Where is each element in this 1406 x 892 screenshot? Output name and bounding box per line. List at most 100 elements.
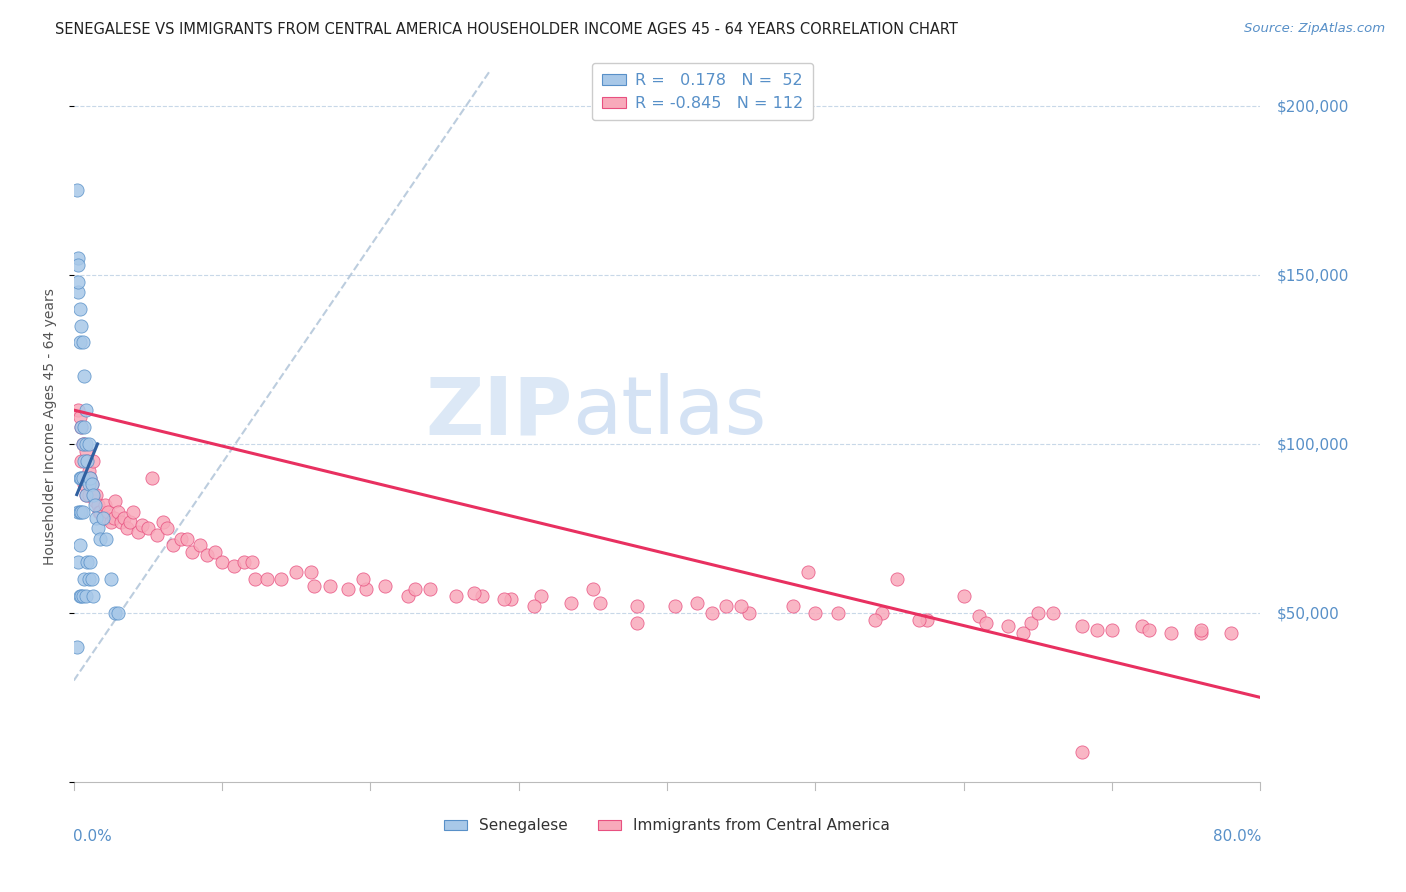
Point — [110, 515, 132, 529]
Point — [560, 596, 582, 610]
Y-axis label: Householder Income Ages 45 - 64 years: Householder Income Ages 45 - 64 years — [44, 288, 58, 566]
Point — [530, 589, 553, 603]
Point — [582, 582, 605, 597]
Point — [1042, 606, 1064, 620]
Point — [664, 599, 686, 614]
Point — [302, 579, 325, 593]
Point — [908, 613, 931, 627]
Point — [240, 555, 263, 569]
Point — [319, 579, 342, 593]
Point — [1189, 623, 1212, 637]
Point — [797, 566, 820, 580]
Point — [523, 599, 546, 614]
Text: atlas: atlas — [572, 373, 766, 451]
Point — [77, 572, 100, 586]
Point — [804, 606, 827, 620]
Point — [1160, 626, 1182, 640]
Point — [75, 443, 97, 458]
Point — [73, 454, 96, 468]
Point — [243, 572, 266, 586]
Point — [67, 251, 90, 265]
Point — [404, 582, 426, 597]
Point — [974, 615, 997, 630]
Point — [136, 521, 159, 535]
Point — [233, 555, 256, 569]
Point — [103, 511, 125, 525]
Point — [70, 420, 93, 434]
Point — [299, 566, 322, 580]
Point — [169, 532, 191, 546]
Point — [222, 558, 245, 573]
Point — [73, 572, 96, 586]
Point — [75, 487, 97, 501]
Point — [782, 599, 804, 614]
Point — [501, 592, 523, 607]
Point — [374, 579, 396, 593]
Point — [80, 477, 103, 491]
Point — [107, 504, 129, 518]
Point — [67, 403, 90, 417]
Point — [1071, 619, 1094, 633]
Point — [80, 572, 103, 586]
Point — [76, 454, 98, 468]
Point — [492, 592, 515, 607]
Point — [76, 555, 98, 569]
Point — [67, 275, 90, 289]
Text: Source: ZipAtlas.com: Source: ZipAtlas.com — [1244, 22, 1385, 36]
Point — [73, 420, 96, 434]
Point — [70, 454, 93, 468]
Point — [84, 487, 107, 501]
Point — [93, 511, 115, 525]
Point — [997, 619, 1019, 633]
Point — [112, 511, 135, 525]
Point — [1071, 745, 1094, 759]
Point — [72, 471, 94, 485]
Point — [69, 335, 91, 350]
Point — [80, 477, 103, 491]
Point — [67, 504, 90, 518]
Point — [967, 609, 990, 624]
Point — [72, 504, 94, 518]
Point — [72, 437, 94, 451]
Point — [67, 285, 90, 299]
Point — [827, 606, 849, 620]
Point — [188, 538, 211, 552]
Point — [915, 613, 938, 627]
Point — [146, 528, 169, 542]
Point — [89, 504, 111, 518]
Text: ZIP: ZIP — [425, 373, 572, 451]
Point — [66, 183, 89, 197]
Point — [76, 454, 98, 468]
Point — [886, 572, 908, 586]
Point — [396, 589, 419, 603]
Point — [82, 454, 104, 468]
Point — [73, 477, 96, 491]
Point — [1130, 619, 1153, 633]
Point — [75, 403, 97, 417]
Point — [67, 555, 90, 569]
Point — [1189, 626, 1212, 640]
Point — [176, 532, 198, 546]
Point — [86, 498, 108, 512]
Point — [83, 494, 105, 508]
Point — [79, 555, 101, 569]
Point — [354, 582, 377, 597]
Point — [75, 589, 97, 603]
Point — [77, 477, 100, 491]
Point — [82, 487, 104, 501]
Point — [70, 420, 93, 434]
Point — [738, 606, 761, 620]
Point — [204, 545, 226, 559]
Point — [72, 437, 94, 451]
Point — [115, 521, 138, 535]
Point — [69, 301, 91, 316]
Point — [70, 318, 93, 333]
Point — [107, 606, 129, 620]
Point — [100, 572, 122, 586]
Point — [100, 515, 122, 529]
Point — [94, 498, 117, 512]
Point — [1026, 606, 1049, 620]
Point — [589, 596, 612, 610]
Point — [82, 487, 104, 501]
Point — [70, 471, 93, 485]
